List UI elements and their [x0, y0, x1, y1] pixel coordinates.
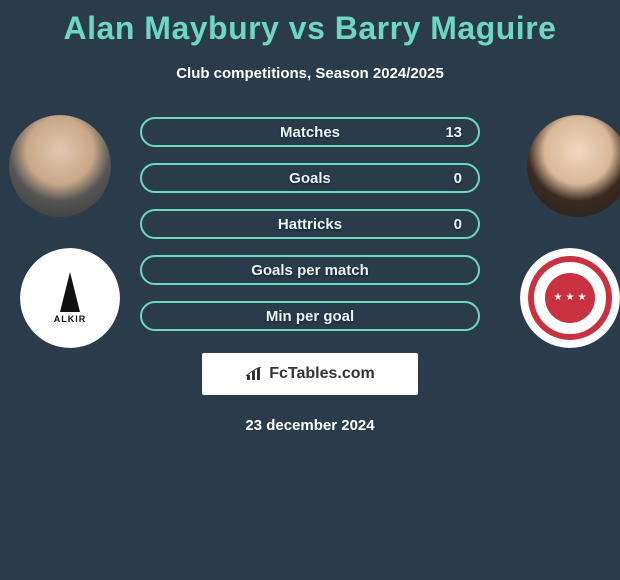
team-right-badge: ★ ★ ★ — [520, 248, 620, 348]
comparison-title: Alan Maybury vs Barry Maguire — [0, 0, 620, 47]
star-icon: ★ — [577, 292, 586, 303]
player-face-icon — [527, 115, 620, 217]
tower-icon — [60, 272, 80, 312]
stat-label: Hattricks — [278, 216, 342, 233]
stat-value-right: 0 — [454, 170, 462, 187]
player-left-avatar — [9, 115, 111, 217]
stat-label: Goals — [289, 170, 331, 187]
team-badge-label: ALKIR — [54, 314, 87, 324]
stat-bar-matches: Matches 13 — [140, 117, 480, 147]
team-left-badge: ALKIR — [20, 248, 120, 348]
stat-bar-goals: Goals 0 — [140, 163, 480, 193]
logo-text: FcTables.com — [269, 365, 375, 383]
stat-bar-min-per-goal: Min per goal — [140, 301, 480, 331]
star-icon: ★ — [554, 292, 563, 303]
bar-chart-icon — [245, 367, 263, 381]
player-right-avatar — [527, 115, 620, 217]
stat-label: Min per goal — [266, 308, 354, 325]
stat-bar-goals-per-match: Goals per match — [140, 255, 480, 285]
stat-label: Goals per match — [251, 262, 369, 279]
player-face-icon — [9, 115, 111, 217]
fctables-logo[interactable]: FcTables.com — [202, 353, 418, 395]
team-badge-icon: ★ ★ ★ — [520, 248, 620, 348]
comparison-date: 23 december 2024 — [0, 417, 620, 434]
stat-bar-hattricks: Hattricks 0 — [140, 209, 480, 239]
stat-value-right: 13 — [445, 124, 462, 141]
stat-bars: Matches 13 Goals 0 Hattricks 0 Goals per… — [140, 117, 480, 331]
stat-label: Matches — [280, 124, 340, 141]
stat-value-right: 0 — [454, 216, 462, 233]
comparison-subtitle: Club competitions, Season 2024/2025 — [0, 65, 620, 82]
comparison-content: ALKIR ★ ★ ★ Matches 13 Goals 0 Hattricks… — [0, 117, 620, 434]
star-icon: ★ — [566, 292, 575, 303]
team-badge-icon: ALKIR — [20, 248, 120, 348]
